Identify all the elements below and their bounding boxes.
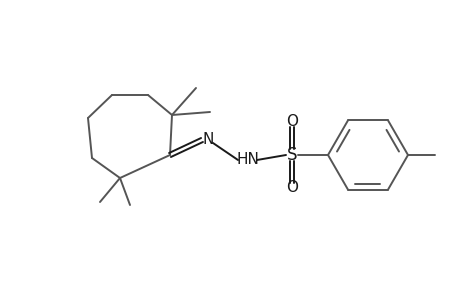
Text: N: N (202, 133, 213, 148)
Text: O: O (285, 181, 297, 196)
Text: HN: HN (236, 152, 259, 167)
Text: O: O (285, 115, 297, 130)
Text: S: S (286, 146, 297, 164)
